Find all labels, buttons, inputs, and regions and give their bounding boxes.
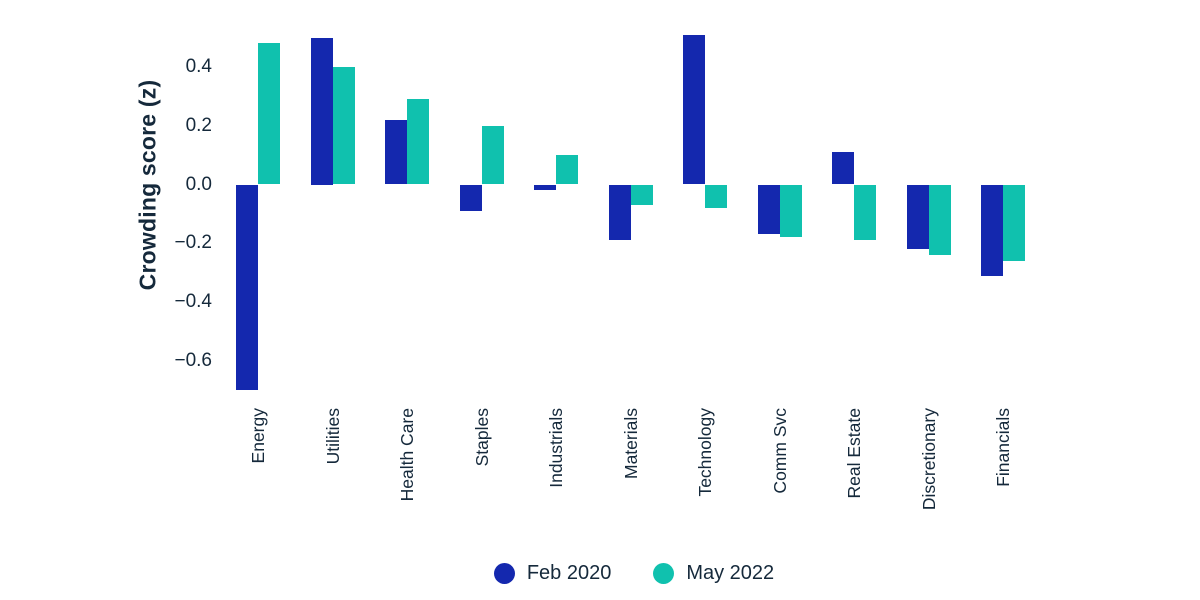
- bar-feb-2020-comm-svc: [757, 184, 780, 235]
- legend-dot-icon: [653, 563, 675, 584]
- bar-feb-2020-technology: [683, 34, 705, 185]
- bar-feb-2020-materials: [608, 184, 631, 241]
- legend-item-feb-2020: Feb 2020: [493, 562, 612, 585]
- bar-may-2022-comm-svc: [779, 184, 802, 238]
- y-tick-label: 0.0: [185, 173, 212, 195]
- y-tick-label: 0.4: [185, 55, 212, 77]
- y-tick-label: −0.2: [174, 232, 212, 254]
- bar-may-2022-discretionary: [928, 184, 951, 256]
- y-tick-label: −0.6: [174, 349, 212, 371]
- bar-may-2022-health-care: [407, 99, 429, 185]
- bar-may-2022-technology: [705, 184, 727, 209]
- legend-item-may-2022: May 2022: [653, 562, 774, 585]
- bar-may-2022-staples: [481, 125, 504, 185]
- bar-feb-2020-industrials: [534, 184, 556, 191]
- bar-feb-2020-staples: [459, 184, 482, 211]
- bar-feb-2020-discretionary: [906, 184, 929, 250]
- bar-feb-2020-utilities: [310, 37, 333, 185]
- bar-may-2022-industrials: [556, 155, 578, 185]
- legend: Feb 2020 May 2022: [0, 562, 1200, 585]
- y-tick-label: −0.4: [174, 291, 212, 313]
- bar-feb-2020-health-care: [385, 119, 407, 185]
- legend-dot-icon: [493, 563, 515, 584]
- bar-may-2022-energy: [258, 43, 280, 185]
- bar-feb-2020-financials: [981, 184, 1003, 276]
- bar-may-2022-real-estate: [854, 184, 876, 241]
- legend-label: May 2022: [686, 562, 775, 584]
- bar-may-2022-financials: [1003, 184, 1025, 261]
- bar-feb-2020-energy: [236, 184, 258, 391]
- y-tick-label: 0.2: [185, 114, 212, 136]
- bar-feb-2020-real-estate: [832, 152, 854, 185]
- legend-label: Feb 2020: [526, 562, 612, 584]
- bar-may-2022-materials: [630, 184, 653, 206]
- bar-may-2022-utilities: [332, 66, 355, 185]
